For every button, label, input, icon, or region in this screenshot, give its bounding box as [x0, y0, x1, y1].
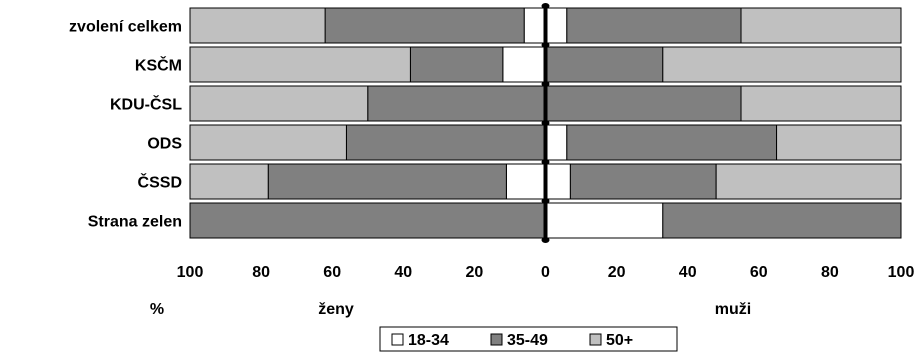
bar-muzi-18-34-4 — [545, 163, 571, 200]
x-tick-label-6: 20 — [608, 264, 626, 281]
bar-zeny-35-49-4 — [267, 163, 507, 200]
center-axis-marker-0 — [541, 3, 550, 9]
x-tick-label-5: 0 — [541, 264, 550, 281]
x-tick-label-1: 80 — [252, 264, 270, 281]
category-labels: zvolení celkem KSČM KDU-ČSL ODS ČSSD Strana z… — [69, 19, 182, 231]
bar-zeny-50+-3 — [189, 124, 347, 161]
bar-muzi-35-49-1 — [545, 46, 664, 83]
bar-muzi-18-34-0 — [545, 7, 568, 44]
legend: 18-34 35-49 50+ — [379, 326, 678, 352]
center-axis-marker-2 — [541, 81, 550, 87]
bar-muzi-50+-1 — [662, 46, 902, 83]
category-label-1: KSČM — [135, 56, 182, 75]
x-tick-label-0: 100 — [177, 264, 204, 281]
bar-zeny-18-34-1 — [502, 46, 546, 83]
bar-muzi-18-34-5 — [545, 202, 664, 239]
bar-muzi-35-49-5 — [662, 202, 902, 239]
x-tick-label-3: 40 — [394, 264, 412, 281]
x-tick-label-8: 60 — [750, 264, 768, 281]
center-axis-marker-6 — [541, 237, 550, 243]
category-label-2: KDU-ČSL — [110, 95, 182, 114]
x-tick-label-10: 100 — [888, 264, 915, 281]
bar-muzi-35-49-0 — [566, 7, 742, 44]
bar-muzi-50+-3 — [776, 124, 902, 161]
center-axis-marker-1 — [541, 42, 550, 48]
bar-zeny-35-49-3 — [345, 124, 547, 161]
legend-label-35-49: 35-49 — [507, 332, 548, 349]
left-group-label: ženy — [318, 301, 354, 318]
unit-label: % — [150, 301, 164, 318]
bar-zeny-50+-2 — [189, 85, 369, 122]
legend-swatch-18-34 — [391, 333, 404, 346]
legend-box — [379, 326, 678, 352]
category-label-4: ČSSD — [138, 173, 182, 192]
x-tick-label-9: 80 — [821, 264, 839, 281]
bar-muzi-50+-2 — [740, 85, 902, 122]
bar-zeny-18-34-0 — [523, 7, 546, 44]
bar-zeny-18-34-4 — [505, 163, 546, 200]
bar-zeny-50+-1 — [189, 46, 411, 83]
bar-muzi-18-34-3 — [545, 124, 568, 161]
x-tick-labels: 100 80 60 40 20 0 20 40 60 80 100 — [177, 264, 915, 281]
bar-zeny-50+-4 — [189, 163, 269, 200]
x-tick-label-2: 60 — [323, 264, 341, 281]
center-axis-marker-4 — [541, 159, 550, 165]
legend-label-18-34: 18-34 — [408, 332, 449, 349]
center-axis-marker-3 — [541, 120, 550, 126]
bar-zeny-35-49-5 — [189, 202, 546, 239]
center-axis-marker-5 — [541, 198, 550, 204]
category-label-3: ODS — [147, 136, 182, 153]
bar-zeny-35-49-2 — [367, 85, 546, 122]
right-group-label: muži — [715, 301, 751, 318]
category-label-0: zvolení celkem — [69, 19, 182, 36]
legend-label-50+: 50+ — [606, 332, 633, 349]
legend-swatch-50+ — [589, 333, 602, 346]
bar-muzi-50+-0 — [740, 7, 902, 44]
x-tick-label-4: 20 — [466, 264, 484, 281]
bar-muzi-35-49-3 — [566, 124, 778, 161]
category-label-5: Strana zelen — [88, 214, 182, 231]
bar-muzi-50+-4 — [715, 163, 902, 200]
bar-zeny-35-49-1 — [409, 46, 504, 83]
x-tick-label-7: 40 — [679, 264, 697, 281]
bar-muzi-35-49-4 — [569, 163, 717, 200]
bars-group — [189, 3, 902, 243]
bar-zeny-50+-0 — [189, 7, 326, 44]
legend-swatch-35-49 — [490, 333, 503, 346]
bar-zeny-35-49-0 — [324, 7, 525, 44]
bar-muzi-35-49-2 — [545, 85, 742, 122]
